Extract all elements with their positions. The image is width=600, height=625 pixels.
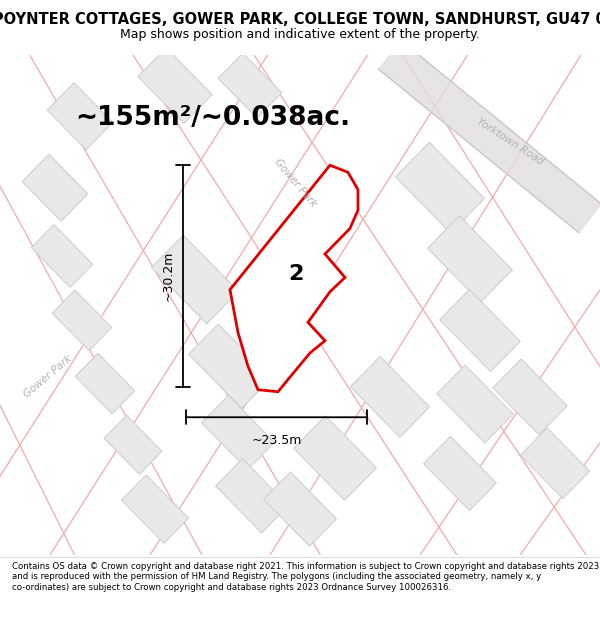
Polygon shape	[424, 436, 496, 511]
Polygon shape	[52, 290, 112, 351]
Polygon shape	[493, 359, 567, 435]
Polygon shape	[138, 48, 212, 124]
Polygon shape	[104, 415, 162, 474]
Text: Map shows position and indicative extent of the property.: Map shows position and indicative extent…	[120, 28, 480, 41]
Text: ~23.5m: ~23.5m	[251, 434, 302, 447]
Text: ~30.2m: ~30.2m	[162, 251, 175, 301]
Polygon shape	[395, 142, 485, 233]
Polygon shape	[263, 472, 337, 546]
Polygon shape	[152, 235, 238, 324]
Text: 2, POYNTER COTTAGES, GOWER PARK, COLLEGE TOWN, SANDHURST, GU47 0ZU: 2, POYNTER COTTAGES, GOWER PARK, COLLEGE…	[0, 12, 600, 27]
Text: ~155m²/~0.038ac.: ~155m²/~0.038ac.	[76, 105, 350, 131]
Polygon shape	[437, 365, 513, 443]
Text: Gower Park: Gower Park	[22, 353, 74, 399]
Text: 2: 2	[289, 264, 304, 284]
Text: Yorktown Road: Yorktown Road	[475, 116, 545, 167]
Text: Gower Park: Gower Park	[272, 156, 318, 209]
Polygon shape	[22, 154, 88, 221]
Polygon shape	[293, 416, 376, 500]
Polygon shape	[218, 53, 282, 118]
Polygon shape	[440, 289, 520, 372]
Polygon shape	[350, 356, 430, 437]
Text: Contains OS data © Crown copyright and database right 2021. This information is : Contains OS data © Crown copyright and d…	[12, 562, 599, 592]
Polygon shape	[230, 165, 358, 392]
Polygon shape	[215, 459, 289, 533]
Polygon shape	[428, 216, 512, 302]
Polygon shape	[520, 428, 590, 499]
Polygon shape	[379, 41, 600, 232]
Polygon shape	[47, 82, 113, 150]
Polygon shape	[121, 475, 188, 543]
Polygon shape	[31, 224, 93, 288]
Polygon shape	[76, 353, 134, 414]
Polygon shape	[188, 324, 271, 408]
Polygon shape	[202, 396, 274, 470]
